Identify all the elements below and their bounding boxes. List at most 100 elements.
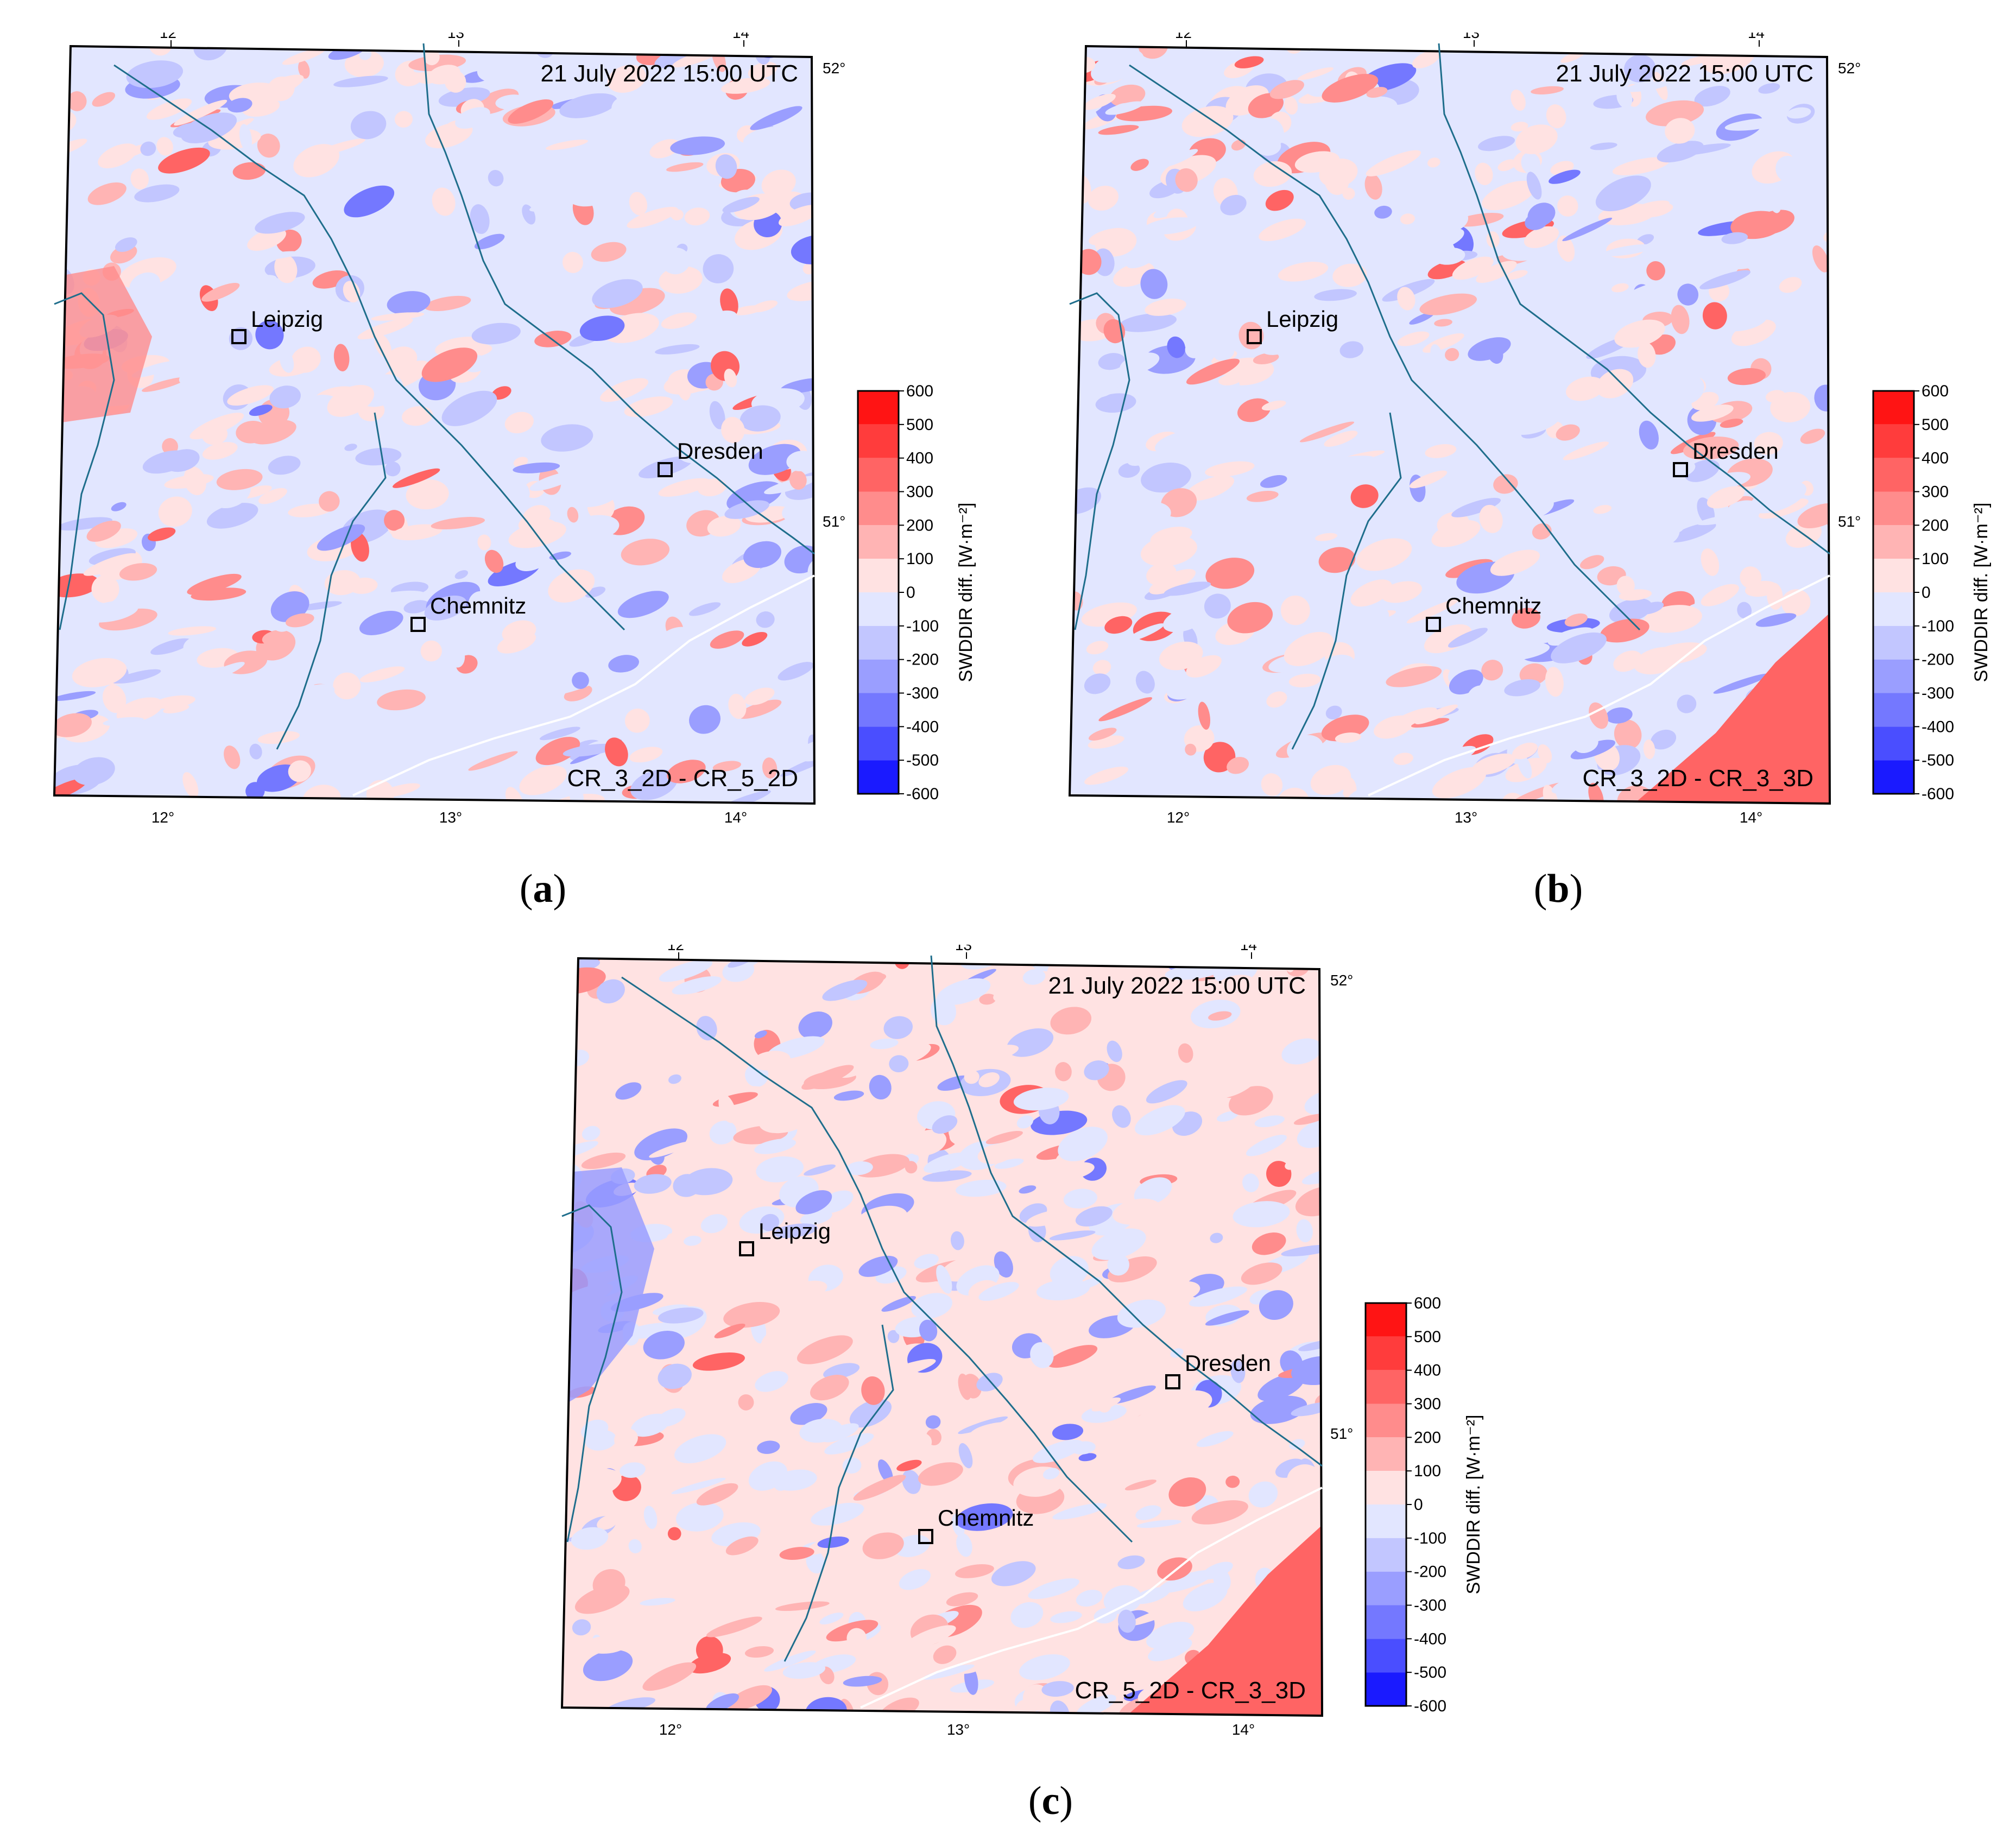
- colorbar-tick-label: -300: [1922, 685, 1954, 703]
- field-patch: [1504, 679, 1541, 697]
- field-patch: [1175, 168, 1198, 192]
- colorbar-swatch: [1873, 458, 1914, 492]
- field-patch: [1135, 1505, 1161, 1520]
- field-patch: [1318, 547, 1356, 573]
- colorbar-swatch: [858, 424, 899, 458]
- panel-b-geo: Leipzig Dresden Chemnitz: [1069, 43, 1830, 796]
- field-patch: [539, 726, 580, 741]
- field-patch: [1650, 642, 1707, 665]
- field-patch: [1623, 81, 1670, 92]
- field-patch: [1683, 436, 1739, 460]
- field-patch: [1439, 463, 1495, 475]
- field-patch: [621, 539, 670, 566]
- field-patch: [1052, 1503, 1107, 1520]
- field-patch: [513, 462, 560, 473]
- colorbar-tick-label: 600: [906, 382, 933, 400]
- field-patch: [918, 1462, 963, 1486]
- field-patch: [933, 1645, 957, 1664]
- field-patch: [1198, 75, 1249, 97]
- field-patch: [384, 462, 401, 477]
- field-patch: [1260, 333, 1298, 355]
- field-patch: [1083, 93, 1116, 110]
- field-patch: [1030, 1342, 1054, 1368]
- lon-tick-label: 12°: [1167, 809, 1190, 826]
- field-patch: [1168, 1477, 1206, 1507]
- field-patch: [853, 1475, 906, 1501]
- field-patch: [1291, 1402, 1322, 1417]
- field-patch: [1010, 1602, 1044, 1628]
- field-patch: [406, 479, 449, 510]
- field-patch: [649, 139, 680, 159]
- field-patch: [1324, 431, 1358, 447]
- field-patch: [782, 1662, 826, 1679]
- field-patch: [403, 600, 429, 614]
- field-patch: [1643, 605, 1702, 633]
- lon-tick-label: 14°: [1240, 945, 1263, 953]
- field-patch: [146, 98, 192, 120]
- field-patch: [797, 1335, 853, 1364]
- field-patch: [1261, 1330, 1316, 1344]
- field-patch: [1205, 1310, 1249, 1326]
- field-patch: [468, 591, 494, 619]
- field-patch: [1227, 602, 1273, 634]
- panel-c-caption: (c): [1028, 1779, 1073, 1823]
- field-patch: [696, 1483, 738, 1506]
- field-patch: [1315, 533, 1338, 541]
- field-patch: [424, 295, 471, 312]
- field-patch: [979, 994, 996, 1005]
- field-patch: [1189, 1286, 1246, 1307]
- colorbar-tick-label: -600: [1922, 785, 1954, 803]
- field-patch: [1694, 86, 1730, 107]
- panel-b-field: [1070, 46, 1830, 804]
- field-patch: [173, 307, 199, 326]
- field-patch: [925, 1415, 941, 1429]
- field-patch: [189, 413, 244, 440]
- field-patch: [684, 1235, 702, 1246]
- field-patch: [1433, 248, 1465, 265]
- field-patch: [709, 1121, 737, 1145]
- field-patch: [150, 638, 192, 655]
- panel-a-field: [54, 46, 814, 804]
- field-patch: [198, 662, 245, 684]
- field-patch: [696, 1016, 717, 1041]
- field-patch: [1191, 1500, 1248, 1525]
- field-patch: [1701, 548, 1720, 576]
- field-patch: [574, 1584, 630, 1614]
- field-patch: [357, 318, 413, 340]
- field-patch: [1527, 203, 1556, 226]
- field-patch: [1412, 50, 1440, 68]
- field-patch: [1776, 158, 1805, 180]
- colorbar-tick-label: -100: [1922, 617, 1954, 635]
- field-patch: [1151, 1197, 1195, 1219]
- field-patch: [1617, 785, 1653, 804]
- field-patch: [661, 312, 697, 329]
- field-patch: [163, 704, 189, 713]
- field-patch: [1366, 87, 1388, 98]
- field-patch: [1463, 83, 1500, 110]
- field-patch: [643, 1331, 685, 1360]
- field-patch: [737, 699, 782, 719]
- field-patch: [247, 228, 286, 251]
- field-patch: [769, 709, 793, 727]
- colorbar-tick-label: 100: [906, 550, 933, 568]
- field-patch: [668, 1074, 681, 1084]
- state-border: [1129, 64, 1641, 631]
- field-patch: [599, 419, 625, 442]
- field-patch: [102, 684, 127, 713]
- field-patch: [517, 482, 530, 500]
- colorbar-swatch: [858, 693, 899, 727]
- field-patch: [715, 154, 737, 179]
- field-patch: [689, 705, 721, 734]
- colorbar-tick-label: 600: [1414, 1294, 1441, 1312]
- field-patch: [627, 207, 678, 229]
- field-patch: [1612, 157, 1670, 175]
- colorbar-swatch: [1873, 760, 1914, 794]
- field-patch: [751, 1051, 791, 1071]
- field-patch: [1178, 1043, 1193, 1063]
- field-patch: [1287, 1464, 1321, 1494]
- field-patch: [723, 1302, 780, 1328]
- field-patch: [1545, 667, 1564, 697]
- field-patch: [905, 1161, 918, 1174]
- field-patch: [585, 1430, 617, 1451]
- map-frame: [560, 957, 1324, 1717]
